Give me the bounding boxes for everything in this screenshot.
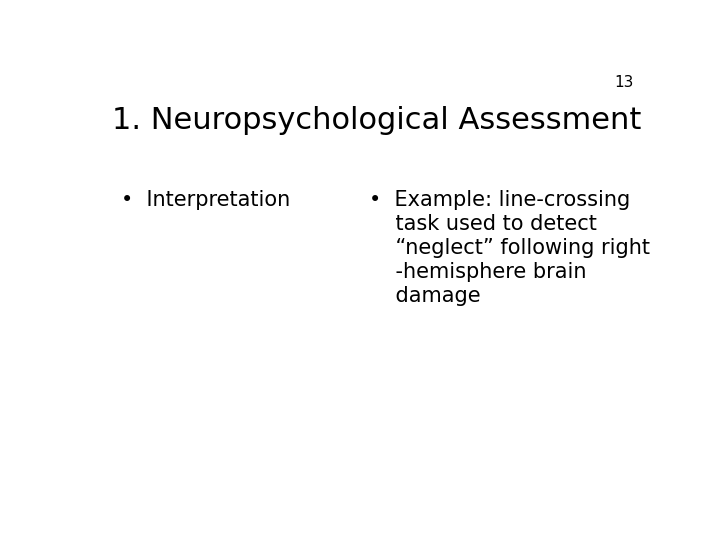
Text: 1. Neuropsychological Assessment: 1. Neuropsychological Assessment (112, 106, 642, 136)
Text: 13: 13 (615, 75, 634, 90)
Text: “neglect” following right: “neglect” following right (369, 238, 650, 258)
Text: task used to detect: task used to detect (369, 214, 597, 234)
Text: •  Example: line-crossing: • Example: line-crossing (369, 190, 630, 210)
Text: •  Interpretation: • Interpretation (121, 190, 290, 210)
Text: -hemisphere brain: -hemisphere brain (369, 262, 587, 282)
Text: damage: damage (369, 286, 481, 306)
